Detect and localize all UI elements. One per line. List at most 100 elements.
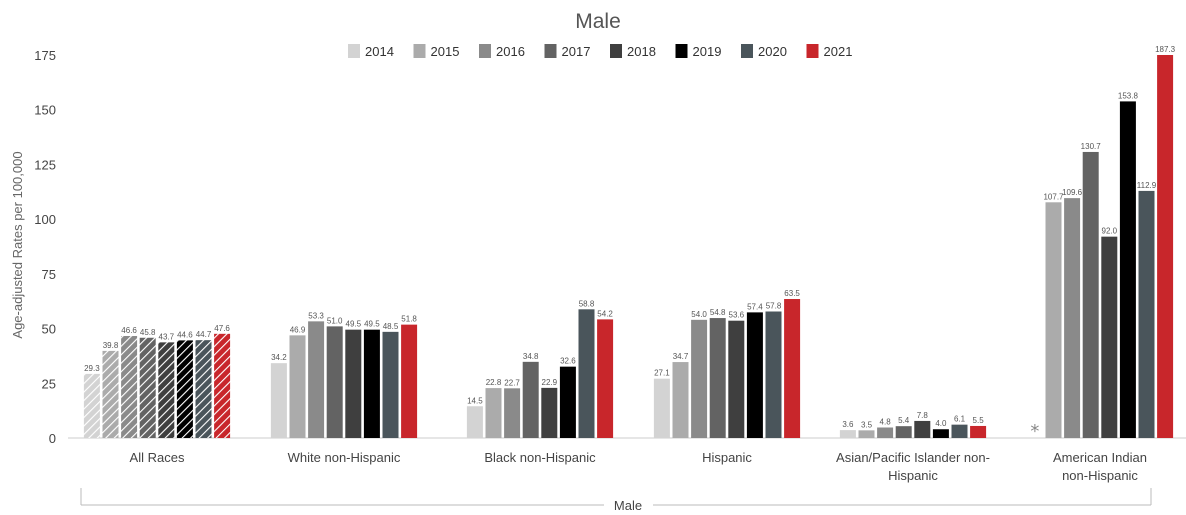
y-tick-label: 25 (42, 376, 56, 391)
legend-label: 2021 (824, 44, 853, 59)
data-label: 46.6 (121, 326, 137, 335)
bar (121, 336, 138, 438)
data-label: 51.0 (327, 316, 343, 325)
data-label: 39.8 (103, 341, 119, 350)
category-label: All Races (130, 450, 185, 465)
bar (858, 430, 875, 438)
legend-label: 2015 (431, 44, 460, 59)
legend-label: 2016 (496, 44, 525, 59)
bar (176, 340, 193, 438)
data-label: 57.4 (747, 302, 763, 311)
bar (559, 366, 576, 438)
bar (326, 326, 343, 438)
y-tick-label: 100 (34, 212, 56, 227)
bar (195, 340, 212, 438)
data-label: 53.6 (729, 311, 745, 320)
bar (784, 299, 801, 438)
bar (970, 425, 987, 438)
bars: 29.3 39.846.6 45.843.7 44.6 44.747.6 34.2 46.9… (83, 45, 1176, 442)
x-axis-label: Male (614, 498, 642, 513)
category-label: White non-Hispanic (288, 450, 401, 465)
y-tick-label: 150 (34, 103, 56, 118)
bar (1064, 198, 1081, 438)
legend-swatch (741, 44, 753, 58)
bar (597, 319, 614, 438)
data-label: 130.7 (1081, 142, 1102, 151)
bar (1119, 101, 1136, 439)
data-label: 57.8 (766, 302, 782, 311)
bar (485, 388, 502, 438)
data-label: 53.3 (308, 311, 324, 320)
y-axis-label: Age-adjusted Rates per 100,000 (10, 151, 25, 338)
category-label: American Indian (1053, 450, 1147, 465)
bar (1082, 151, 1099, 438)
bar (914, 420, 931, 438)
bar (1045, 202, 1062, 438)
data-label: 5.4 (898, 416, 910, 425)
y-axis: 0 25 50 75 100 125 150 175 (34, 48, 56, 446)
bar (895, 426, 912, 438)
bar (102, 350, 119, 438)
category-label: Asian/Pacific Islander non- (836, 450, 990, 465)
data-label: 5.5 (973, 416, 985, 425)
bar (653, 378, 670, 438)
bar (691, 319, 708, 438)
data-label: 29.3 (84, 364, 100, 373)
data-label: 34.7 (673, 352, 689, 361)
data-label: 3.5 (861, 420, 873, 429)
data-label: 187.3 (1155, 45, 1176, 54)
chart-title: Male (575, 10, 621, 33)
bar (541, 387, 558, 438)
data-label: 22.9 (542, 378, 558, 387)
bar (466, 406, 483, 438)
category-label: non-Hispanic (1062, 468, 1138, 483)
bar (363, 329, 380, 438)
data-label: 92.0 (1102, 227, 1118, 236)
bar (522, 361, 539, 438)
category-label: Black non-Hispanic (484, 450, 596, 465)
legend-label: 2014 (365, 44, 394, 59)
bar (951, 424, 968, 438)
bar (214, 333, 231, 438)
data-label: 4.0 (935, 419, 947, 428)
bar (1101, 236, 1118, 438)
legend-swatch (544, 44, 557, 58)
bar (932, 429, 949, 438)
data-label: 27.1 (654, 369, 670, 378)
data-label: 49.5 (364, 320, 380, 329)
data-label: 43.7 (159, 332, 175, 341)
data-label: 22.8 (486, 378, 502, 387)
bar (289, 335, 306, 438)
bar (709, 318, 726, 438)
data-label: 32.6 (560, 357, 576, 366)
data-label: 3.6 (842, 420, 854, 429)
data-label: 107.7 (1043, 192, 1064, 201)
bar (765, 311, 782, 438)
bar (308, 321, 325, 438)
bar (345, 329, 362, 438)
data-label: 63.5 (784, 289, 800, 298)
bar (672, 362, 689, 438)
legend-label: 2018 (627, 44, 656, 59)
data-label: 4.8 (880, 417, 892, 426)
y-tick-label: 75 (42, 267, 56, 282)
data-label: 54.2 (597, 309, 613, 318)
data-label: 34.2 (271, 353, 287, 362)
bar (158, 342, 175, 438)
x-axis-bracket (80, 488, 1152, 506)
bar (1157, 55, 1174, 438)
legend-label: 2017 (562, 44, 591, 59)
category-labels: All Races White non-Hispanic Black non-His… (130, 450, 1147, 483)
y-tick-label: 50 (42, 322, 56, 337)
bar (139, 337, 156, 438)
category-label: Hispanic (702, 450, 752, 465)
legend-label: 2019 (693, 44, 722, 59)
bar (746, 312, 763, 438)
data-label: 22.7 (504, 378, 520, 387)
legend: 2014 2015 2016 2017 2018 2019 2020 2021 (348, 44, 852, 59)
data-label: 58.8 (579, 299, 595, 308)
data-label: 48.5 (383, 322, 399, 331)
y-tick-label: 175 (34, 48, 56, 63)
legend-swatch (806, 44, 819, 58)
data-label: 34.8 (523, 352, 539, 361)
